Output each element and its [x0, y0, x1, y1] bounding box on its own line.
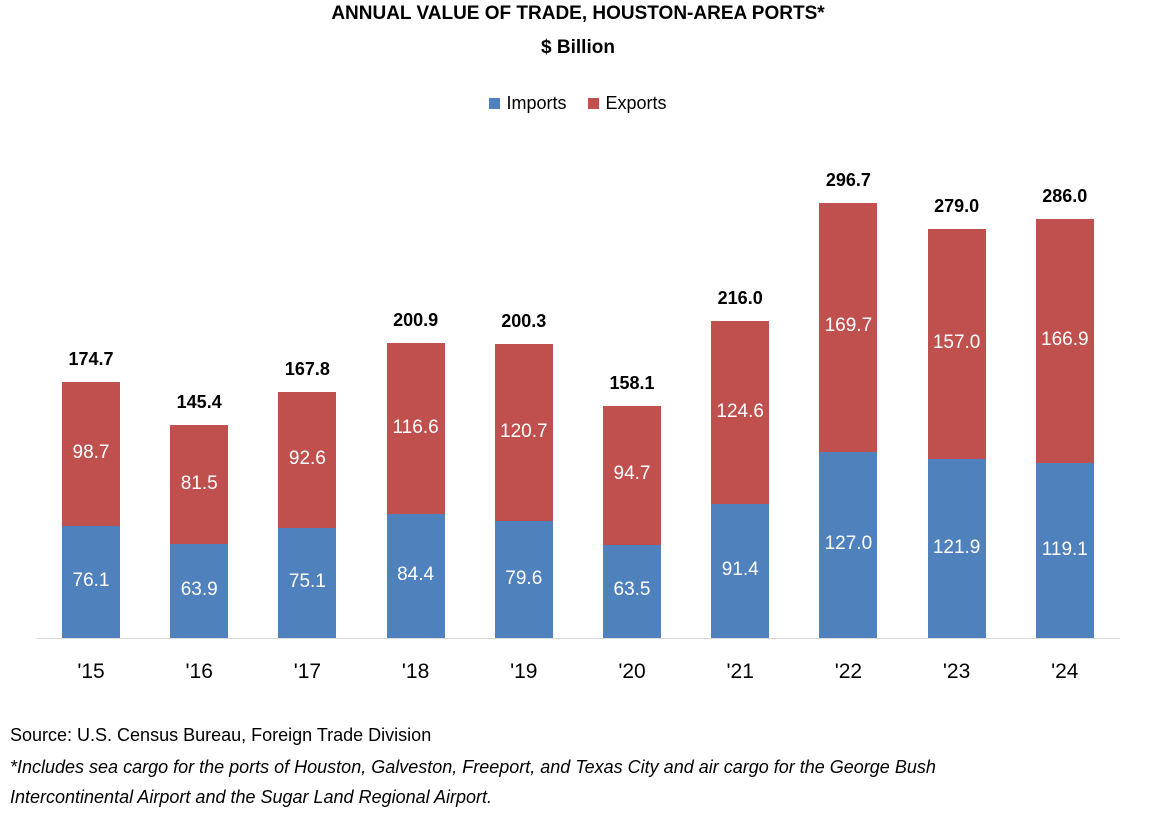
total-label: 200.3: [501, 311, 547, 332]
chart-subtitle: $ Billion: [541, 37, 615, 58]
bar-imports: [62, 526, 120, 638]
x-axis-line: [37, 638, 1120, 639]
bar-exports: [386, 343, 445, 515]
bar-imports: [711, 503, 770, 638]
bar-exports: [927, 229, 986, 460]
data-label-exports: 92.6: [288, 448, 326, 469]
bar-imports: [170, 544, 229, 638]
data-label-exports: 98.7: [72, 442, 110, 464]
bar-exports: [62, 381, 120, 527]
data-label-imports: 76.1: [72, 570, 110, 592]
bar-imports: [819, 451, 878, 638]
bar-exports: [1035, 218, 1094, 464]
x-tick-label: '15: [77, 660, 105, 683]
x-tick-label: '20: [618, 660, 646, 683]
data-label-imports: 63.9: [180, 579, 218, 601]
bar-imports: [278, 527, 337, 638]
bar-imports: [1035, 463, 1094, 638]
total-label: 279.0: [934, 196, 980, 217]
chart-title: ANNUAL VALUE OF TRADE, HOUSTON-AREA PORT…: [331, 3, 825, 24]
x-tick-label: '22: [834, 660, 863, 683]
x-tick-label: '21: [726, 660, 754, 683]
data-label-exports: 116.6: [392, 416, 439, 438]
data-label-imports: 84.4: [397, 564, 435, 586]
legend: Imports Exports: [0, 93, 1156, 114]
total-label: 296.7: [825, 170, 871, 190]
x-tick-label: '19: [510, 660, 538, 683]
bar-exports: [711, 321, 770, 504]
data-label-imports: 91.4: [721, 558, 759, 580]
x-tick-label: '24: [1051, 660, 1079, 683]
data-label-imports: 119.1: [1041, 538, 1088, 560]
total-label: 216.0: [717, 288, 763, 309]
data-label-imports: 121.9: [932, 536, 981, 558]
data-label-exports: 81.5: [180, 472, 218, 494]
source-note: Source: U.S. Census Bureau, Foreign Trad…: [10, 725, 432, 745]
legend-swatch-exports: [588, 98, 600, 109]
legend-label-exports: Exports: [605, 93, 667, 113]
total-label: 158.1: [609, 373, 655, 394]
footnote-line-2: Intercontinental Airport and the Sugar L…: [10, 787, 492, 807]
data-label-imports: 75.1: [288, 570, 326, 592]
x-tick-label: '16: [185, 660, 213, 683]
data-label-exports: 157.0: [932, 332, 981, 354]
data-label-exports: 120.7: [500, 420, 548, 442]
data-label-imports: 127.0: [824, 532, 873, 554]
total-label: 200.9: [393, 310, 439, 331]
legend-label-imports: Imports: [506, 93, 567, 113]
total-label: 174.7: [68, 348, 114, 369]
x-tick-label: '18: [401, 660, 430, 683]
legend-item-imports: Imports: [489, 93, 566, 114]
data-label-exports: 94.7: [613, 463, 651, 485]
total-label: 145.4: [176, 391, 222, 412]
bar-exports: [278, 392, 337, 528]
x-tick-label: '23: [942, 660, 971, 683]
bar-imports: [927, 459, 986, 638]
data-label-exports: 166.9: [1041, 329, 1089, 351]
bar-imports: [494, 521, 553, 638]
bar-exports: [819, 203, 878, 452]
data-label-imports: 63.5: [613, 579, 651, 601]
data-label-exports: 124.6: [716, 400, 764, 422]
x-tick-label: '17: [293, 660, 322, 683]
legend-item-exports: Exports: [588, 93, 667, 114]
bar-imports: [603, 544, 661, 638]
total-label: 167.8: [284, 359, 330, 380]
bar-exports: [170, 424, 229, 545]
bar-imports: [386, 514, 445, 638]
legend-swatch-imports: [489, 98, 501, 109]
bar-exports: [494, 344, 553, 522]
footnote-line-1: *Includes sea cargo for the ports of Hou…: [10, 757, 936, 777]
data-label-imports: 79.6: [505, 567, 543, 589]
data-label-exports: 169.7: [824, 315, 873, 337]
bar-exports: [603, 406, 661, 545]
total-label: 286.0: [1042, 185, 1088, 206]
